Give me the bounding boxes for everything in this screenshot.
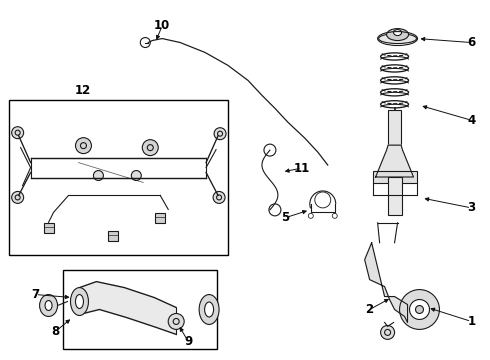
Text: 12: 12: [74, 84, 91, 97]
Circle shape: [168, 314, 184, 329]
Text: 6: 6: [467, 36, 475, 49]
Circle shape: [12, 192, 24, 203]
Ellipse shape: [199, 294, 219, 324]
Circle shape: [213, 192, 225, 203]
Text: 10: 10: [154, 19, 171, 32]
Circle shape: [399, 289, 440, 329]
Ellipse shape: [45, 301, 52, 310]
Text: 11: 11: [294, 162, 310, 175]
Ellipse shape: [387, 28, 409, 41]
Ellipse shape: [393, 30, 401, 36]
Text: 1: 1: [467, 315, 475, 328]
Bar: [9, 100, 228, 255]
Bar: [155, 213, 165, 223]
Bar: [388, 177, 401, 215]
Bar: [44, 223, 53, 233]
Text: 4: 4: [467, 114, 475, 127]
Circle shape: [381, 325, 394, 339]
Polygon shape: [79, 282, 176, 334]
Circle shape: [410, 300, 429, 319]
Ellipse shape: [40, 294, 57, 316]
Circle shape: [12, 127, 24, 139]
Circle shape: [94, 171, 103, 180]
Text: 3: 3: [467, 201, 475, 215]
Ellipse shape: [205, 302, 214, 317]
Text: 7: 7: [31, 288, 40, 301]
Circle shape: [131, 171, 141, 180]
Circle shape: [214, 128, 226, 140]
Text: 2: 2: [366, 303, 374, 316]
Bar: [108, 231, 119, 241]
Text: 9: 9: [184, 335, 192, 348]
Circle shape: [142, 140, 158, 156]
Ellipse shape: [75, 294, 83, 309]
Circle shape: [416, 306, 423, 314]
Bar: [63, 270, 217, 349]
Bar: [388, 110, 401, 145]
Ellipse shape: [71, 288, 89, 315]
Ellipse shape: [379, 33, 416, 44]
Circle shape: [75, 138, 92, 154]
Bar: [372, 171, 416, 183]
Polygon shape: [365, 243, 408, 323]
Text: 8: 8: [51, 325, 60, 338]
Polygon shape: [376, 145, 414, 177]
Text: 5: 5: [281, 211, 289, 224]
